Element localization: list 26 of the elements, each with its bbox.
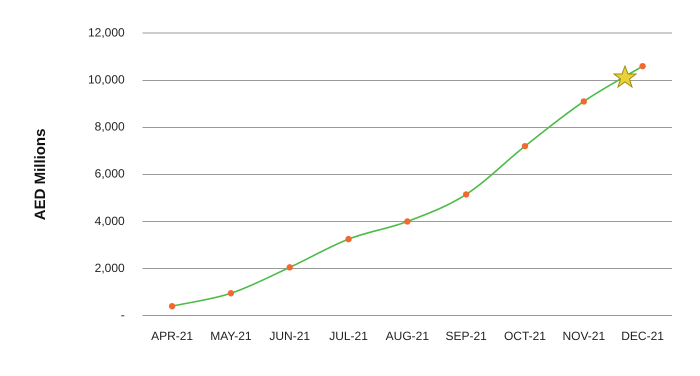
y-tick-label: 2,000 — [94, 260, 126, 275]
point — [345, 236, 352, 242]
x-tick-label: DEC-21 — [621, 329, 664, 344]
y-tick-label: 6,000 — [94, 166, 126, 181]
point — [522, 142, 528, 150]
x-tick-label: NOV-21 — [562, 329, 606, 344]
x-tick-label: APR-21 — [151, 329, 194, 344]
point — [580, 98, 587, 105]
point — [404, 218, 411, 225]
x-tick-label: JUL-21 — [329, 329, 368, 344]
x-tick-label: SEP-21 — [445, 329, 488, 344]
x-tick-label: AUG-21 — [386, 329, 430, 344]
y-tick-label: 8,000 — [94, 120, 126, 134]
point — [462, 191, 470, 198]
point — [639, 62, 646, 70]
x-tick-label: MAY-21 — [210, 329, 252, 344]
y-tick-label: 4,000 — [94, 214, 126, 228]
point — [286, 264, 293, 271]
y-tick-label: - — [120, 308, 125, 322]
point — [228, 290, 234, 296]
y-tick-label: 12,000 — [88, 26, 126, 40]
y-axis-title: AED Millions — [32, 128, 50, 220]
point — [168, 302, 176, 310]
y-tick-label: 10,000 — [88, 72, 126, 87]
x-tick-label: OCT-21 — [504, 329, 546, 344]
x-tick-label: JUN-21 — [269, 329, 310, 344]
